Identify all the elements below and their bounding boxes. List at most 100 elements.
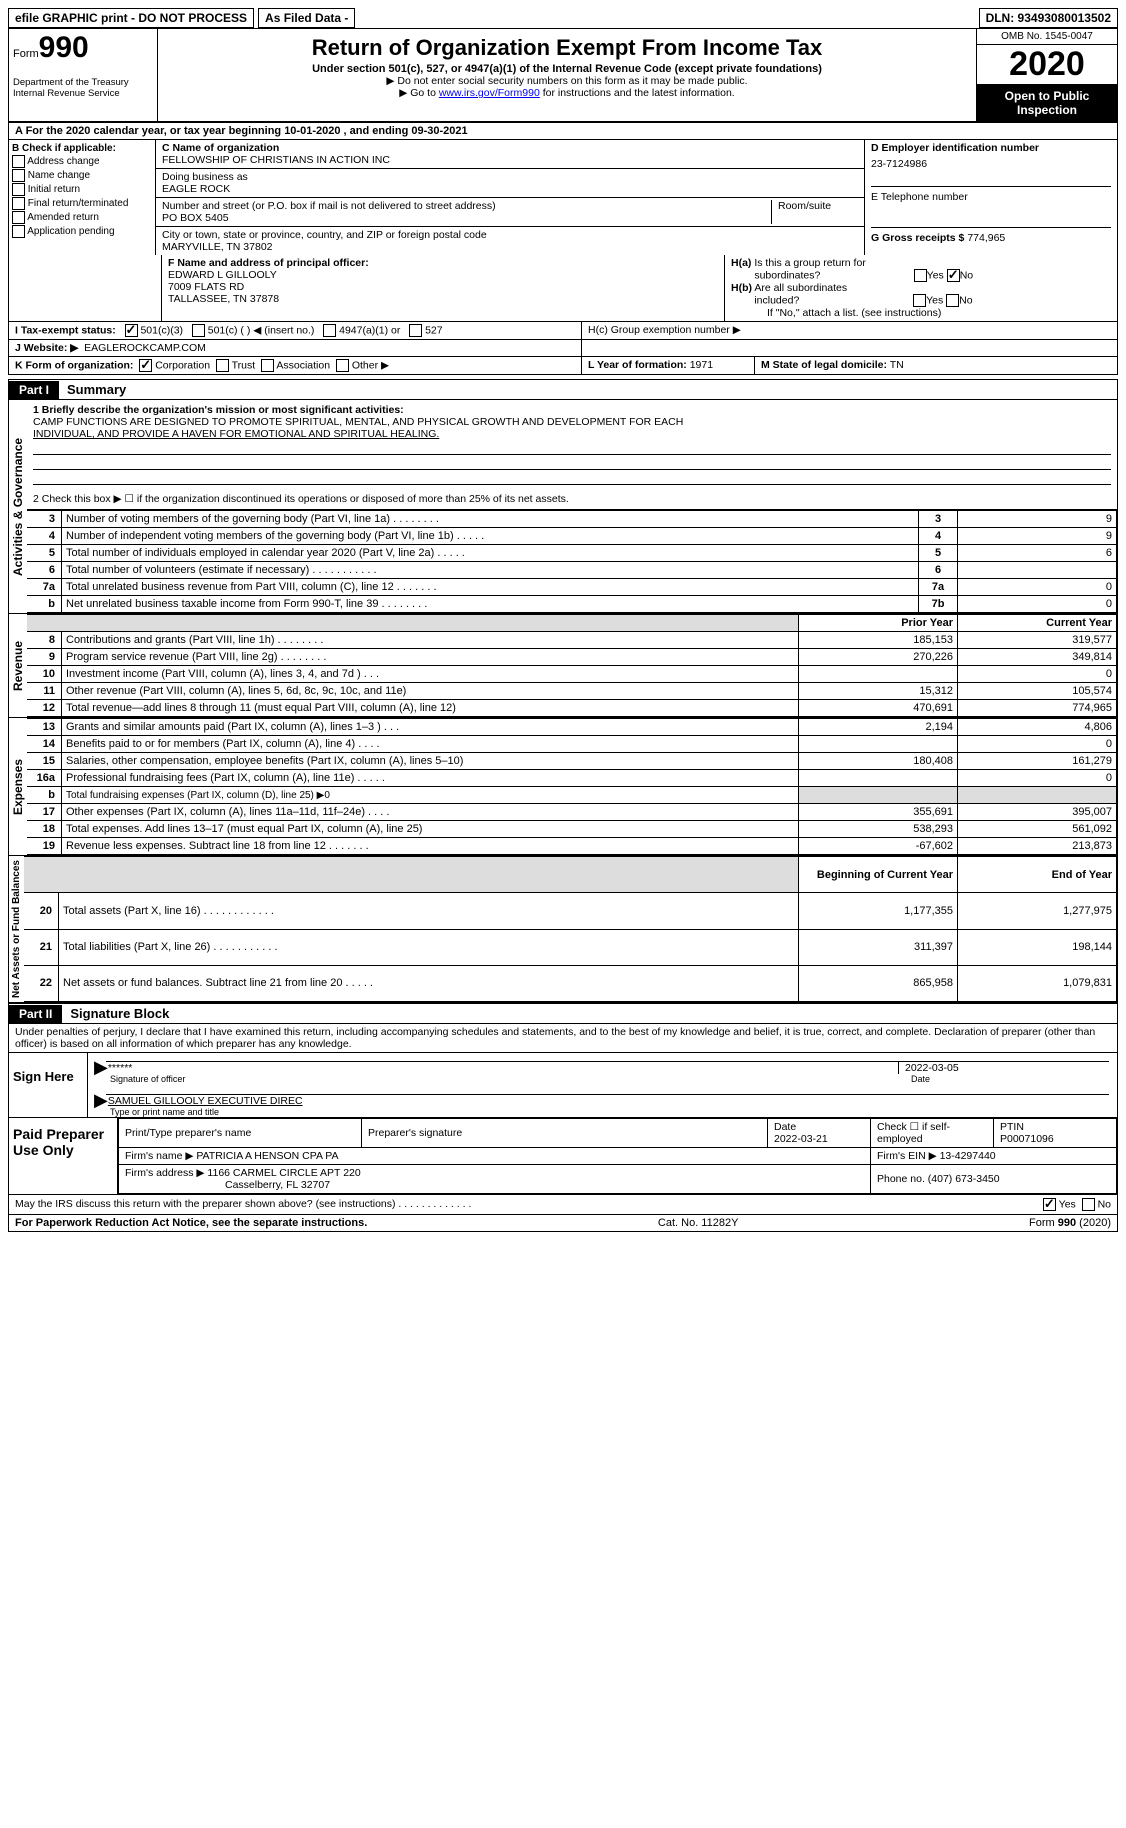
prep-c4: Check ☐ if self-employed (871, 1119, 994, 1148)
prep-c3: Date (774, 1121, 796, 1133)
mission-2: INDIVIDUAL, AND PROVIDE A HAVEN FOR EMOT… (33, 428, 1111, 440)
m-hdr: M State of legal domicile: (761, 359, 887, 371)
footer-right: Form 990 (2020) (1029, 1217, 1111, 1229)
inspect: Open to Public Inspection (977, 85, 1117, 121)
part-ii-blk: Part II (9, 1005, 62, 1023)
side-rev: Revenue (9, 614, 27, 717)
g-hdr: G Gross receipts $ (871, 232, 964, 244)
l-hdr: L Year of formation: (588, 359, 687, 371)
prep-grid: Paid Preparer Use Only Print/Type prepar… (9, 1117, 1117, 1194)
section-d: D Employer identification number 23-7124… (864, 140, 1117, 255)
prep-side: Paid Preparer Use Only (9, 1118, 118, 1194)
main-title: Return of Organization Exempt From Incom… (162, 35, 972, 61)
c-hdr: C Name of organization (162, 142, 279, 154)
year-box: OMB No. 1545-0047 2020 Open to Public In… (976, 29, 1117, 121)
prep-c2: Preparer's signature (362, 1119, 768, 1148)
section-c: C Name of organization FELLOWSHIP OF CHR… (156, 140, 864, 255)
ha: H(a) Is this a group return for subordin… (731, 257, 1111, 282)
spacer (359, 8, 974, 28)
city-hdr: City or town, state or province, country… (162, 229, 858, 241)
main-grid: B Check if applicable: Address change Na… (8, 140, 1118, 255)
firm-phone: Phone no. (407) 673-3450 (871, 1165, 1117, 1194)
hb: H(b) Are all subordinates included? Yes … (731, 282, 1111, 307)
phone-hdr: E Telephone number (871, 186, 1111, 203)
website: EAGLEROCKCAMP.COM (84, 342, 206, 354)
discuss: May the IRS discuss this return with the… (15, 1198, 471, 1211)
i-hdr: I Tax-exempt status: (15, 324, 116, 336)
officer-name: EDWARD L GILLOOLY (168, 269, 718, 281)
sig-date: 2022-03-05 (898, 1062, 1105, 1074)
firm-ein: Firm's EIN ▶ 13-4297440 (871, 1148, 1117, 1165)
net-table: Beginning of Current YearEnd of Year20To… (24, 856, 1117, 1002)
officer-addr: 7009 FLATS RD (168, 281, 718, 293)
irs-link[interactable]: www.irs.gov/Form990 (439, 87, 540, 99)
firm-addr: Firm's address ▶ 1166 CARMEL CIRCLE APT … (125, 1167, 864, 1179)
firm-city: Casselberry, FL 32707 (125, 1179, 864, 1191)
form-prefix: Form (13, 48, 39, 60)
side-exp: Expenses (9, 718, 27, 855)
rev-section: Revenue Prior YearCurrent Year8Contribut… (8, 614, 1118, 718)
row-j: J Website: ▶ EAGLEROCKCAMP.COM (8, 340, 1118, 357)
opt-pending: Application pending (12, 225, 152, 238)
opt-amended: Amended return (12, 211, 152, 224)
part-i-ttl: Summary (59, 380, 134, 399)
gov-table: 3Number of voting members of the governi… (27, 510, 1117, 613)
part-i-hdr: Part I Summary (8, 379, 1118, 400)
part-ii-hdr: Part II Signature Block (8, 1003, 1118, 1024)
prep-c5: PTIN (1000, 1121, 1024, 1133)
sig-officer-lbl: Signature of officer (110, 1074, 185, 1084)
note1: ▶ Do not enter social security numbers o… (162, 75, 972, 87)
footer-left: For Paperwork Reduction Act Notice, see … (15, 1217, 367, 1229)
l-val: 1971 (690, 359, 713, 371)
addr-hdr: Number and street (or P.O. box if mail i… (162, 200, 771, 212)
exp-table: 13Grants and similar amounts paid (Part … (27, 718, 1117, 855)
j-hdr: J Website: ▶ (15, 342, 78, 354)
part-ii-ttl: Signature Block (62, 1004, 177, 1023)
firm-name: Firm's name ▶ PATRICIA A HENSON CPA PA (119, 1148, 871, 1165)
mission-hdr: 1 Briefly describe the organization's mi… (33, 404, 404, 416)
opt-initial: Initial return (12, 183, 152, 196)
header: Form990 Department of the Treasury Inter… (8, 28, 1118, 122)
section-b: B Check if applicable: Address change Na… (9, 140, 156, 255)
city: MARYVILLE, TN 37802 (162, 241, 858, 253)
gov-section: Activities & Governance 1 Briefly descri… (8, 400, 1118, 614)
subtitle: Under section 501(c), 527, or 4947(a)(1)… (162, 63, 972, 75)
name-hdr: Type or print name and title (110, 1107, 1117, 1117)
dln: DLN: 93493080013502 (979, 8, 1118, 28)
dba: EAGLE ROCK (162, 183, 858, 195)
rev-table: Prior YearCurrent Year8Contributions and… (27, 614, 1117, 717)
form-box: Form990 Department of the Treasury Inter… (9, 29, 158, 121)
side-gov: Activities & Governance (9, 400, 27, 613)
opt-final: Final return/terminated (12, 197, 152, 210)
perjury: Under penalties of perjury, I declare th… (9, 1024, 1117, 1052)
as-filed: As Filed Data - (258, 8, 355, 28)
part-i-blk: Part I (9, 381, 59, 399)
title-center: Return of Organization Exempt From Incom… (158, 29, 976, 121)
row-k: K Form of organization: Corporation Trus… (8, 357, 1118, 375)
prep-date: 2022-03-21 (774, 1133, 828, 1145)
dept-text: Department of the Treasury Internal Reve… (13, 77, 153, 99)
side-net: Net Assets or Fund Balances (9, 856, 24, 1002)
prep-c1: Print/Type preparer's name (119, 1119, 362, 1148)
footer: For Paperwork Reduction Act Notice, see … (8, 1215, 1118, 1232)
hc: H(c) Group exemption number ▶ (582, 322, 1117, 339)
ein-hdr: D Employer identification number (871, 142, 1039, 154)
opt-address: Address change (12, 155, 152, 168)
row-i: I Tax-exempt status: 501(c)(3) 501(c) ( … (8, 322, 1118, 340)
opt-name: Name change (12, 169, 152, 182)
efile-banner: efile GRAPHIC print - DO NOT PROCESS (8, 8, 254, 28)
footer-mid: Cat. No. 11282Y (658, 1217, 739, 1229)
mission-1: CAMP FUNCTIONS ARE DESIGNED TO PROMOTE S… (33, 416, 1111, 428)
dba-hdr: Doing business as (162, 171, 858, 183)
addr: PO BOX 5405 (162, 212, 771, 224)
omb: OMB No. 1545-0047 (977, 29, 1117, 45)
ein: 23-7124986 (871, 158, 1111, 170)
line-2: 2 Check this box ▶ ☐ if the organization… (33, 493, 1111, 505)
org-name: FELLOWSHIP OF CHRISTIANS IN ACTION INC (162, 154, 858, 166)
officer-city: TALLASSEE, TN 37878 (168, 293, 718, 305)
top-bar: efile GRAPHIC print - DO NOT PROCESS As … (8, 8, 1118, 28)
k-hdr: K Form of organization: (15, 359, 133, 371)
room: Room/suite (771, 200, 858, 224)
sign-here: Sign Here (9, 1053, 88, 1117)
ptin: P00071096 (1000, 1133, 1054, 1145)
